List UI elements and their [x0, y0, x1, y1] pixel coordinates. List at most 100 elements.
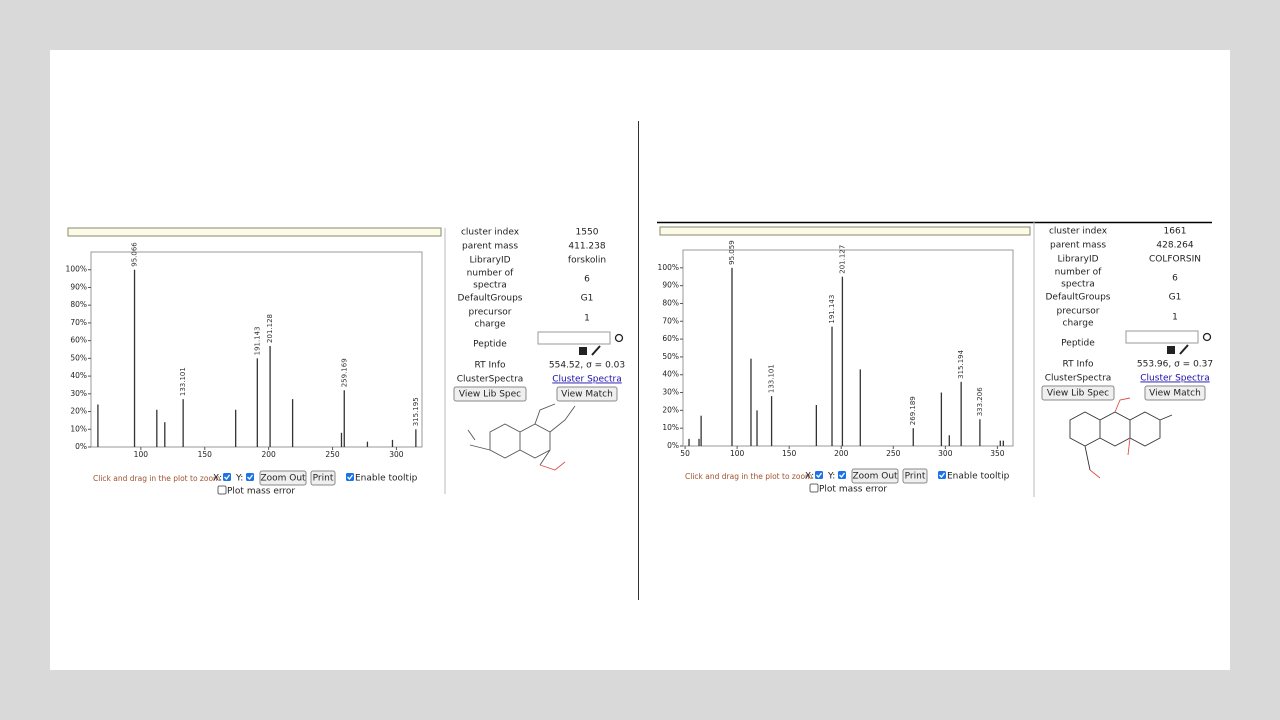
checkbox[interactable] — [938, 471, 946, 479]
y-tick-label: 30% — [70, 389, 87, 398]
checkbox-empty[interactable] — [809, 483, 819, 493]
info-label: precursor — [1056, 307, 1099, 317]
rt-label: RT Info — [475, 361, 506, 371]
x-tick-label: 200 — [261, 450, 276, 459]
peak-label: 191.143 — [828, 295, 836, 324]
y-toggle-label: Y: — [235, 474, 243, 484]
peak-label: 201.128 — [266, 314, 274, 343]
peptide-label: Peptide — [473, 340, 507, 350]
info-value: G1 — [1169, 293, 1182, 303]
cluster-link[interactable]: Cluster Spectra — [1140, 374, 1209, 384]
button[interactable] — [1041, 385, 1115, 401]
info-label: parent mass — [1050, 241, 1106, 251]
button[interactable] — [902, 468, 928, 484]
rt-value: 553.96, σ = 0.37 — [1137, 360, 1213, 370]
x-tick-label: 150 — [782, 449, 797, 458]
edit-icon[interactable] — [1179, 344, 1189, 355]
x-tick-label: 150 — [198, 450, 213, 459]
checkbox[interactable] — [838, 471, 846, 479]
peptide-label: Peptide — [1061, 339, 1095, 349]
button[interactable] — [453, 386, 527, 402]
button-label[interactable]: View Match — [1149, 389, 1201, 399]
refresh-icon[interactable] — [1202, 332, 1212, 342]
y-tick-label: 60% — [662, 334, 679, 343]
cluster-link[interactable]: Cluster Spectra — [552, 375, 621, 385]
plot-frame — [90, 251, 423, 448]
checkmark — [816, 472, 823, 478]
peptide-input[interactable] — [1125, 330, 1199, 344]
y-tick-label: 10% — [70, 424, 87, 433]
peak-label: 133.101 — [179, 367, 187, 396]
button[interactable] — [310, 470, 336, 486]
y-tick-label: 90% — [70, 282, 87, 291]
info-label: spectra — [1061, 280, 1095, 290]
info-label: number of — [1055, 268, 1102, 278]
x-tick-label: 100 — [730, 449, 745, 458]
y-tick-label: 50% — [70, 353, 87, 362]
info-value: 1 — [1172, 313, 1178, 323]
peak-label: 133.101 — [768, 364, 776, 393]
button[interactable] — [259, 470, 307, 486]
info-label: DefaultGroups — [1046, 293, 1111, 303]
cluster-label: ClusterSpectra — [1045, 374, 1112, 384]
y-tick-label: 20% — [662, 405, 679, 414]
mass-error-label: Plot mass error — [819, 485, 887, 495]
mass-error-label: Plot mass error — [227, 487, 295, 497]
button-label[interactable]: Print — [905, 472, 926, 482]
zoom-hint: Click and drag in the plot to zoom — [93, 474, 220, 483]
button[interactable] — [1144, 385, 1206, 401]
rt-label: RT Info — [1063, 360, 1094, 370]
peak-label: 95.066 — [131, 242, 139, 267]
y-tick-label: 30% — [662, 388, 679, 397]
x-tick-label: 250 — [886, 449, 901, 458]
button-label[interactable]: Zoom Out — [260, 474, 306, 484]
x-tick-label: 300 — [938, 449, 953, 458]
button-label[interactable]: View Lib Spec — [459, 390, 521, 400]
edit-icon[interactable] — [591, 345, 601, 356]
y-tick-label: 10% — [662, 423, 679, 432]
info-label: DefaultGroups — [458, 294, 523, 304]
info-value: COLFORSIN — [1149, 255, 1201, 265]
info-label: number of — [467, 269, 514, 279]
tooltip-label: Enable tooltip — [355, 474, 418, 484]
checkbox[interactable] — [223, 473, 231, 481]
button-label[interactable]: Zoom Out — [852, 472, 898, 482]
button[interactable] — [851, 468, 899, 484]
info-value: 6 — [584, 275, 590, 285]
peak-label: 269.189 — [909, 396, 917, 425]
info-value: G1 — [581, 294, 594, 304]
structure-right — [1069, 397, 1173, 479]
y-tick-label: 50% — [662, 352, 679, 361]
button-label[interactable]: Print — [313, 474, 334, 484]
peak-label: 201.127 — [838, 245, 846, 274]
info-label: charge — [475, 320, 506, 330]
header-bar — [659, 226, 1031, 236]
info-value: 1550 — [576, 228, 599, 238]
checkmark — [839, 472, 846, 478]
y-tick-label: 60% — [70, 336, 87, 345]
checkbox[interactable] — [815, 471, 823, 479]
checkbox[interactable] — [346, 473, 354, 481]
info-value: 1661 — [1164, 227, 1187, 237]
checkbox-empty[interactable] — [217, 485, 227, 495]
info-value: 6 — [1172, 274, 1178, 284]
button-label[interactable]: View Lib Spec — [1047, 389, 1109, 399]
tooltip-label: Enable tooltip — [947, 472, 1010, 482]
share-icon[interactable] — [579, 347, 587, 355]
plot-frame — [682, 249, 1014, 447]
info-label: LibraryID — [1057, 255, 1098, 265]
header-bar — [67, 227, 442, 237]
checkmark — [347, 474, 354, 480]
peptide-input[interactable] — [537, 331, 611, 345]
info-label: cluster index — [461, 228, 520, 238]
button-label[interactable]: View Match — [561, 390, 613, 400]
refresh-icon[interactable] — [614, 333, 624, 343]
info-label: precursor — [468, 308, 511, 318]
info-label: LibraryID — [469, 256, 510, 266]
button[interactable] — [556, 386, 618, 402]
checkbox[interactable] — [246, 473, 254, 481]
x-tick-label: 200 — [834, 449, 849, 458]
share-icon[interactable] — [1167, 346, 1175, 354]
info-label: spectra — [473, 281, 507, 291]
